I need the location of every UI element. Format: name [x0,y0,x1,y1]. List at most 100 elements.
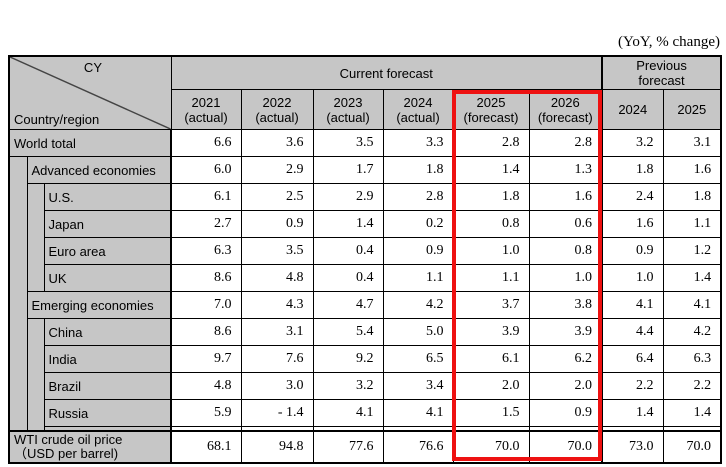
value-cell: 1.0 [452,237,530,265]
value-cell: 6.3 [170,237,242,265]
table-row-uk: UK 8.6 4.8 0.4 1.1 1.1 1.0 1.0 1.4 [9,264,722,292]
value-cell: 1.6 [662,156,722,184]
value-cell: 2.0 [452,372,530,400]
table-row-wti: WTI crude oil price （USD per barrel) 68.… [8,430,722,464]
value-cell: 4.1 [662,291,722,319]
wti-value-cell: 77.6 [312,430,384,464]
year-kind: (actual) [255,109,299,125]
year-header-2021: 2021 (actual) [170,89,242,130]
wti-table: WTI crude oil price （USD per barrel) 68.… [8,430,723,464]
value-cell: 3.5 [312,129,384,157]
row-label: Japan [43,210,172,238]
value-cell: 3.9 [452,318,530,346]
value-cell: 6.6 [170,129,242,157]
table-row-emerging-economies: Emerging economies 7.0 4.3 4.7 4.2 3.7 3… [9,291,722,319]
value-cell: 1.6 [601,210,664,238]
wti-value-cell: 76.6 [382,430,454,464]
value-cell: 0.2 [382,210,454,238]
value-cell: 3.8 [528,291,603,319]
value-cell: 8.6 [170,318,242,346]
value-cell: 3.2 [601,129,664,157]
wti-value-cell: 70.0 [528,430,603,464]
value-cell: 2.9 [312,183,384,211]
year-kind: (forecast) [537,109,593,125]
value-cell: 7.0 [170,291,242,319]
value-cell: 1.5 [452,399,530,427]
value-cell: 0.9 [601,237,664,265]
row-label: India [43,345,172,373]
table-row-us: U.S. 6.1 2.5 2.9 2.8 1.8 1.6 2.4 1.8 [9,183,722,292]
value-cell: 1.4 [452,156,530,184]
value-cell: 2.0 [528,372,603,400]
table-row-world-total: World total 6.6 3.6 3.5 3.3 2.8 2.8 3.2 … [8,129,722,157]
year-kind: (forecast) [463,109,519,125]
year-header-2024: 2024 (actual) [382,89,454,130]
header-previous-forecast: Previous forecast [601,55,722,90]
wti-value-cell: 73.0 [601,430,664,464]
wti-value-cell: 94.8 [240,430,314,464]
header-row-groups: CY Country/region Current forecast Previ… [8,55,722,130]
value-cell: 1.4 [312,210,384,238]
value-cell: 7.6 [240,345,314,373]
row-label: U.S. [43,183,172,211]
year-label: 2023 [333,94,363,110]
value-cell: 0.4 [312,237,384,265]
year-label: 2024 [403,94,433,110]
value-cell: 4.1 [312,399,384,427]
value-cell: 1.4 [601,399,664,427]
yoy-note: (YoY, % change) [618,34,720,50]
value-cell: 1.4 [662,264,722,292]
value-cell: 3.2 [312,372,384,400]
value-cell: 6.5 [382,345,454,373]
value-cell: 1.8 [601,156,664,184]
value-cell: 2.8 [382,183,454,211]
value-cell: 0.9 [240,210,314,238]
value-cell: 4.2 [662,318,722,346]
value-cell: 1.2 [662,237,722,265]
row-label: Russia [43,399,172,427]
year-header-2023: 2023 (actual) [312,89,384,130]
country-region-label: Country/region [14,112,100,127]
year-label: 2022 [262,94,292,110]
wti-label: WTI crude oil price （USD per barrel) [8,430,173,464]
value-cell: 2.8 [452,129,530,157]
value-cell: 3.1 [662,129,722,157]
value-cell: 0.8 [452,210,530,238]
row-label: Euro area [43,237,172,265]
value-cell: 6.1 [452,345,530,373]
value-cell: 3.7 [452,291,530,319]
row-label: Brazil [43,372,172,400]
value-cell: 0.9 [382,237,454,265]
value-cell: 5.9 [170,399,242,427]
value-cell: 6.1 [170,183,242,211]
value-cell: 1.8 [662,183,722,211]
value-cell: 5.0 [382,318,454,346]
value-cell: 0.9 [528,399,603,427]
value-cell: 4.1 [382,399,454,427]
value-cell: 1.4 [662,399,722,427]
value-cell: 6.0 [170,156,242,184]
value-cell: - 1.4 [240,399,314,427]
value-cell: 6.3 [662,345,722,373]
value-cell: 6.4 [601,345,664,373]
value-cell: 3.3 [382,129,454,157]
value-cell: 0.8 [528,237,603,265]
value-cell: 0.4 [312,264,384,292]
year-header-2025-forecast: 2025 (forecast) [452,89,530,130]
value-cell: 1.8 [452,183,530,211]
year-label: 2021 [191,94,221,110]
year-kind: (actual) [184,109,228,125]
year-header-2026-forecast: 2026 (forecast) [528,89,603,130]
wti-value-cell: 68.1 [170,430,242,464]
year-kind: (actual) [396,109,440,125]
year-kind: (actual) [326,109,370,125]
prev-year-header-2025: 2025 [662,89,722,130]
value-cell: 1.1 [452,264,530,292]
table-row-brazil: Brazil 4.8 3.0 3.2 3.4 2.0 2.0 2.2 2.2 [9,372,722,400]
year-label: 2026 [550,94,580,110]
row-label: China [43,318,172,346]
value-cell: 4.3 [240,291,314,319]
value-cell: 5.4 [312,318,384,346]
forecast-table: CY Country/region Current forecast Previ… [8,55,723,455]
value-cell: 2.4 [601,183,664,211]
